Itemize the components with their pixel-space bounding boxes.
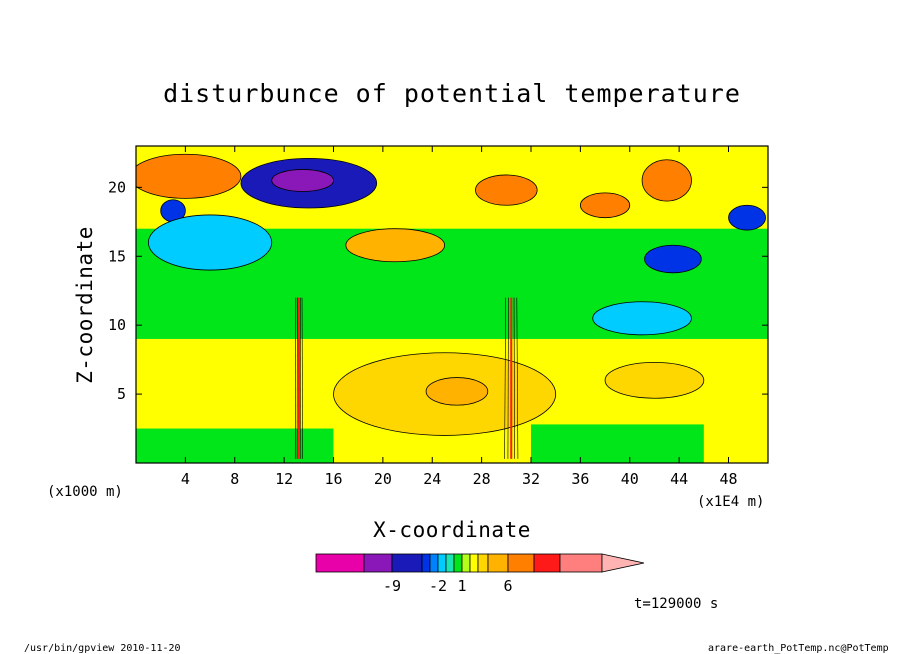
y-tick-label-20: 20 (108, 178, 126, 196)
x-axis-ticks: 4 8 12 16 20 24 28 32 36 40 44 48 (181, 146, 738, 488)
x-axis-label: X-coordinate (373, 518, 531, 542)
x-tick-label-36: 36 (571, 470, 589, 488)
y-tick-label-5: 5 (117, 385, 126, 403)
colorbar-segment-7 (453, 553, 463, 573)
colorbar-segment-13 (533, 553, 561, 573)
colorbar-segment-4 (429, 553, 439, 573)
colorbar-segment-6 (445, 553, 455, 573)
heatmap-field (136, 146, 768, 463)
x-unit-left: (x1000 m) (47, 484, 123, 500)
x-tick-label-20: 20 (374, 470, 392, 488)
colorbar-label-2: 1 (457, 577, 466, 595)
plume-line-1-4 (301, 297, 303, 459)
x-tick-label-4: 4 (181, 470, 190, 488)
colorbar-segment-5 (437, 553, 447, 573)
field-feature-6 (475, 174, 538, 206)
y-tick-label-15: 15 (108, 247, 126, 265)
colorbar (315, 553, 645, 573)
x-tick-label-12: 12 (275, 470, 293, 488)
field-feature-14 (592, 301, 692, 336)
field-feature-13 (147, 214, 273, 271)
colorbar-labels: -9 -2 1 6 (383, 577, 513, 595)
footer-left: /usr/bin/gpview 2010-11-20 (24, 643, 181, 654)
field-feature-1 (271, 169, 334, 192)
plot-frame (135, 145, 769, 464)
x-tick-label-44: 44 (670, 470, 688, 488)
plume-line-0-1 (507, 297, 509, 459)
colorbar-segment-9 (469, 553, 479, 573)
time-label: t=129000 s (634, 596, 718, 612)
x-tick-label-8: 8 (230, 470, 239, 488)
colorbar-label-0: -9 (383, 577, 401, 595)
colorbar-arrow (601, 553, 645, 573)
x-tick-label-28: 28 (473, 470, 491, 488)
field-feature-11 (604, 361, 705, 399)
field-lower-right-patch (531, 424, 704, 463)
colorbar-segment-11 (487, 553, 509, 573)
plume-line-0-4 (516, 297, 519, 459)
colorbar-segment-10 (477, 553, 489, 573)
field-feature-8 (579, 192, 631, 219)
plume-line-0-0 (504, 297, 506, 459)
x-tick-label-16: 16 (324, 470, 342, 488)
y-axis-ticks: 5 10 15 20 (108, 178, 768, 403)
footer-right: arare-earth_PotTemp.nc@PotTemp (708, 643, 889, 654)
colorbar-segment-12 (507, 553, 535, 573)
colorbar-segment-2 (391, 553, 423, 573)
colorbar-segment-1 (363, 553, 393, 573)
field-feature-2 (644, 244, 702, 274)
field-feature-5 (136, 153, 242, 199)
y-axis-label: Z-coordinate (73, 226, 97, 384)
colorbar-label-1: -2 (429, 577, 447, 595)
x-tick-label-48: 48 (719, 470, 737, 488)
x-unit-right: (x1E4 m) (697, 494, 764, 510)
colorbar-segment-3 (421, 553, 431, 573)
field-feature-12 (425, 377, 489, 406)
plume-line-1-0 (294, 297, 297, 459)
field-feature-9 (345, 228, 445, 263)
colorbar-label-3: 6 (503, 577, 512, 595)
chart-title: disturbunce of potential temperature (163, 79, 741, 108)
colorbar-segment-0 (315, 553, 365, 573)
colorbar-segment-14 (559, 553, 603, 573)
x-tick-label-24: 24 (423, 470, 441, 488)
colorbar-segment-8 (461, 553, 471, 573)
field-feature-7 (641, 159, 692, 202)
plume-line-0-3 (513, 297, 515, 459)
x-tick-label-32: 32 (522, 470, 540, 488)
y-tick-label-10: 10 (108, 316, 126, 334)
x-tick-label-40: 40 (621, 470, 639, 488)
plot-area (136, 146, 768, 463)
field-feature-3 (728, 204, 766, 231)
